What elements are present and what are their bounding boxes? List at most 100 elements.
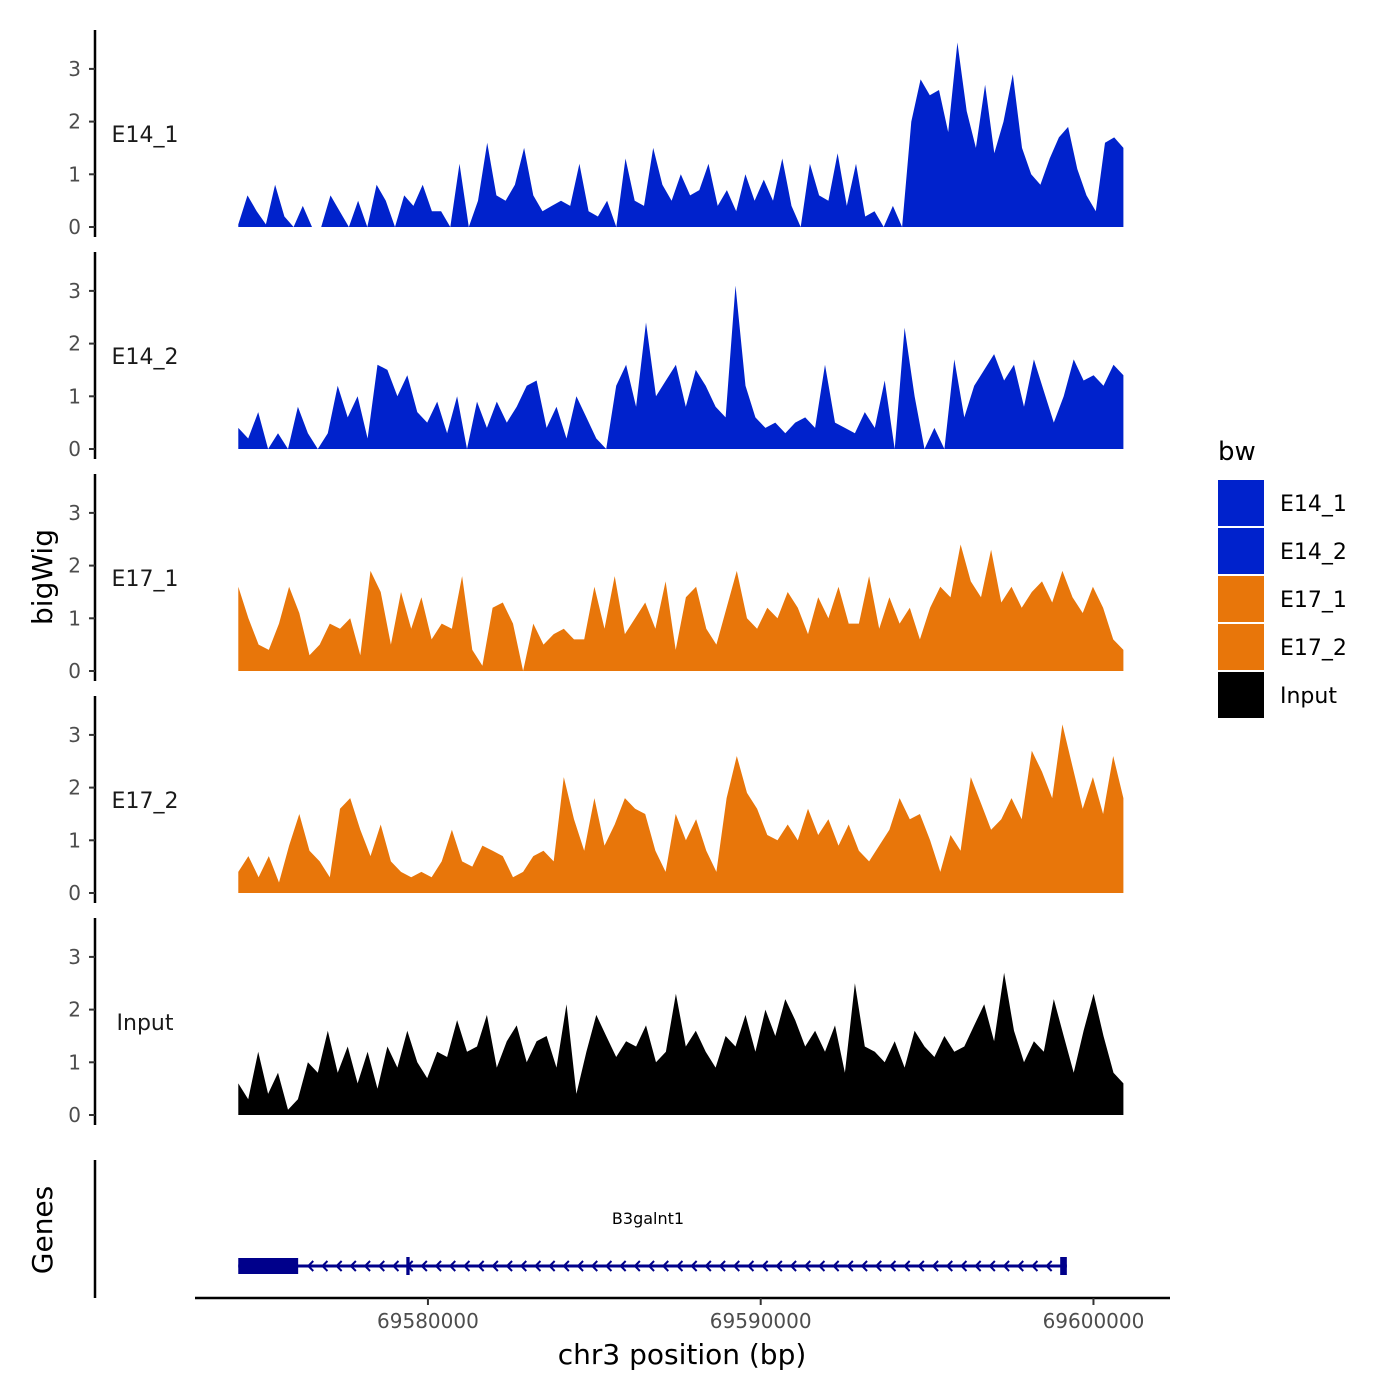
strand-arrow bbox=[718, 1260, 726, 1272]
strand-arrow bbox=[661, 1260, 669, 1272]
strand-arrow bbox=[960, 1260, 968, 1272]
strand-arrow bbox=[335, 1260, 343, 1272]
y-tick-label: 3 bbox=[68, 723, 81, 747]
strand-arrow bbox=[889, 1260, 897, 1272]
strand-arrow bbox=[945, 1260, 953, 1272]
legend-title: bw bbox=[1218, 437, 1256, 467]
strand-arrow bbox=[434, 1260, 442, 1272]
y-tick-label: 3 bbox=[68, 279, 81, 303]
track-label: E17_1 bbox=[112, 567, 179, 592]
signal-area-E17_1 bbox=[238, 544, 1124, 671]
y-tick-label: 0 bbox=[68, 215, 81, 239]
legend-label: E14_1 bbox=[1280, 492, 1347, 517]
y-tick-label: 1 bbox=[68, 162, 81, 186]
strand-arrow bbox=[874, 1260, 882, 1272]
strand-arrow bbox=[988, 1260, 996, 1272]
y-tick-label: 2 bbox=[68, 998, 81, 1022]
legend-label: E17_1 bbox=[1280, 588, 1347, 613]
y-tick-label: 2 bbox=[68, 332, 81, 356]
legend-swatch bbox=[1218, 528, 1264, 574]
strand-arrow bbox=[505, 1260, 513, 1272]
y-tick-label: 3 bbox=[68, 945, 81, 969]
strand-arrow bbox=[974, 1260, 982, 1272]
legend-swatch bbox=[1218, 480, 1264, 526]
strand-arrow bbox=[392, 1260, 400, 1272]
legend-label: E17_2 bbox=[1280, 636, 1347, 661]
y-tick-label: 1 bbox=[68, 828, 81, 852]
legend-label: Input bbox=[1280, 684, 1337, 709]
gene-exon bbox=[406, 1257, 410, 1275]
legend-swatch bbox=[1218, 624, 1264, 670]
strand-arrow bbox=[931, 1260, 939, 1272]
strand-arrow bbox=[463, 1260, 471, 1272]
track-E17_2: 0 1 2 3 E17_2 bbox=[68, 696, 1124, 905]
gene-exon bbox=[238, 1258, 299, 1274]
strand-arrow bbox=[803, 1260, 811, 1272]
strand-arrow bbox=[448, 1260, 456, 1272]
legend-swatch bbox=[1218, 672, 1264, 718]
strand-arrow bbox=[605, 1260, 613, 1272]
y-tick-label: 2 bbox=[68, 776, 81, 800]
strand-arrow bbox=[377, 1260, 385, 1272]
y-tick-label: 0 bbox=[68, 1103, 81, 1127]
signal-area-E14_1 bbox=[238, 42, 1124, 227]
strand-arrow bbox=[363, 1260, 371, 1272]
y-tick-label: 0 bbox=[68, 437, 81, 461]
gene-exon bbox=[1060, 1257, 1067, 1275]
genes-track-label: Genes bbox=[26, 1186, 59, 1274]
track-label: E14_1 bbox=[112, 123, 179, 148]
y-tick-label: 2 bbox=[68, 554, 81, 578]
gene-name-label: B3galnt1 bbox=[612, 1209, 684, 1228]
strand-arrow bbox=[832, 1260, 840, 1272]
strand-arrow bbox=[477, 1260, 485, 1272]
strand-arrow bbox=[1031, 1260, 1039, 1272]
x-axis: 69580000 69590000 69600000 bbox=[195, 1296, 1170, 1333]
strand-arrow bbox=[860, 1260, 868, 1272]
strand-arrow bbox=[548, 1260, 556, 1272]
y-tick-label: 3 bbox=[68, 57, 81, 81]
strand-arrow bbox=[1016, 1260, 1024, 1272]
strand-arrow bbox=[576, 1260, 584, 1272]
y-tick-label: 2 bbox=[68, 110, 81, 134]
strand-arrow bbox=[704, 1260, 712, 1272]
y-tick-label: 0 bbox=[68, 659, 81, 683]
strand-arrow bbox=[534, 1260, 542, 1272]
legend-swatch bbox=[1218, 576, 1264, 622]
strand-arrow bbox=[491, 1260, 499, 1272]
strand-arrow bbox=[747, 1260, 755, 1272]
strand-arrow bbox=[903, 1260, 911, 1272]
track-label: E14_2 bbox=[112, 345, 179, 370]
strand-arrow bbox=[846, 1260, 854, 1272]
genes-panel: Genes B3galnt1 bbox=[26, 1160, 1067, 1298]
track-E17_1: 0 1 2 3 E17_1 bbox=[68, 474, 1124, 683]
strand-arrow bbox=[633, 1260, 641, 1272]
strand-arrow bbox=[789, 1260, 797, 1272]
strand-arrow bbox=[306, 1260, 314, 1272]
x-axis-title: chr3 position (bp) bbox=[558, 1338, 807, 1371]
signal-area-Input bbox=[238, 972, 1124, 1115]
x-tick-label: 69600000 bbox=[1043, 1309, 1145, 1333]
track-Input: 0 1 2 3 Input bbox=[68, 918, 1124, 1127]
track-label: E17_2 bbox=[112, 789, 179, 814]
strand-arrow bbox=[761, 1260, 769, 1272]
strand-arrow bbox=[818, 1260, 826, 1272]
strand-arrow bbox=[917, 1260, 925, 1272]
strand-arrow bbox=[420, 1260, 428, 1272]
strand-arrow bbox=[647, 1260, 655, 1272]
x-tick-label: 69580000 bbox=[377, 1309, 479, 1333]
strand-arrow bbox=[1002, 1260, 1010, 1272]
track-label: Input bbox=[117, 1011, 174, 1036]
signal-area-E14_2 bbox=[238, 285, 1124, 449]
strand-arrow bbox=[732, 1260, 740, 1272]
signal-panels: 0 1 2 3 E14_1 0 1 2 3 E14_2 0 1 2 3 E17_1 0 1 2 3 E17_2 0 1 2 3… bbox=[68, 30, 1124, 1127]
legend: bw E14_1 E14_2 E17_1 E17_2 Input bbox=[1218, 437, 1347, 718]
strand-arrow bbox=[1045, 1260, 1053, 1272]
strand-arrow bbox=[775, 1260, 783, 1272]
y-tick-label: 1 bbox=[68, 606, 81, 630]
strand-arrow bbox=[690, 1260, 698, 1272]
strand-arrow bbox=[619, 1260, 627, 1272]
y-tick-label: 1 bbox=[68, 1050, 81, 1074]
strand-arrow bbox=[349, 1260, 357, 1272]
legend-label: E14_2 bbox=[1280, 540, 1347, 565]
